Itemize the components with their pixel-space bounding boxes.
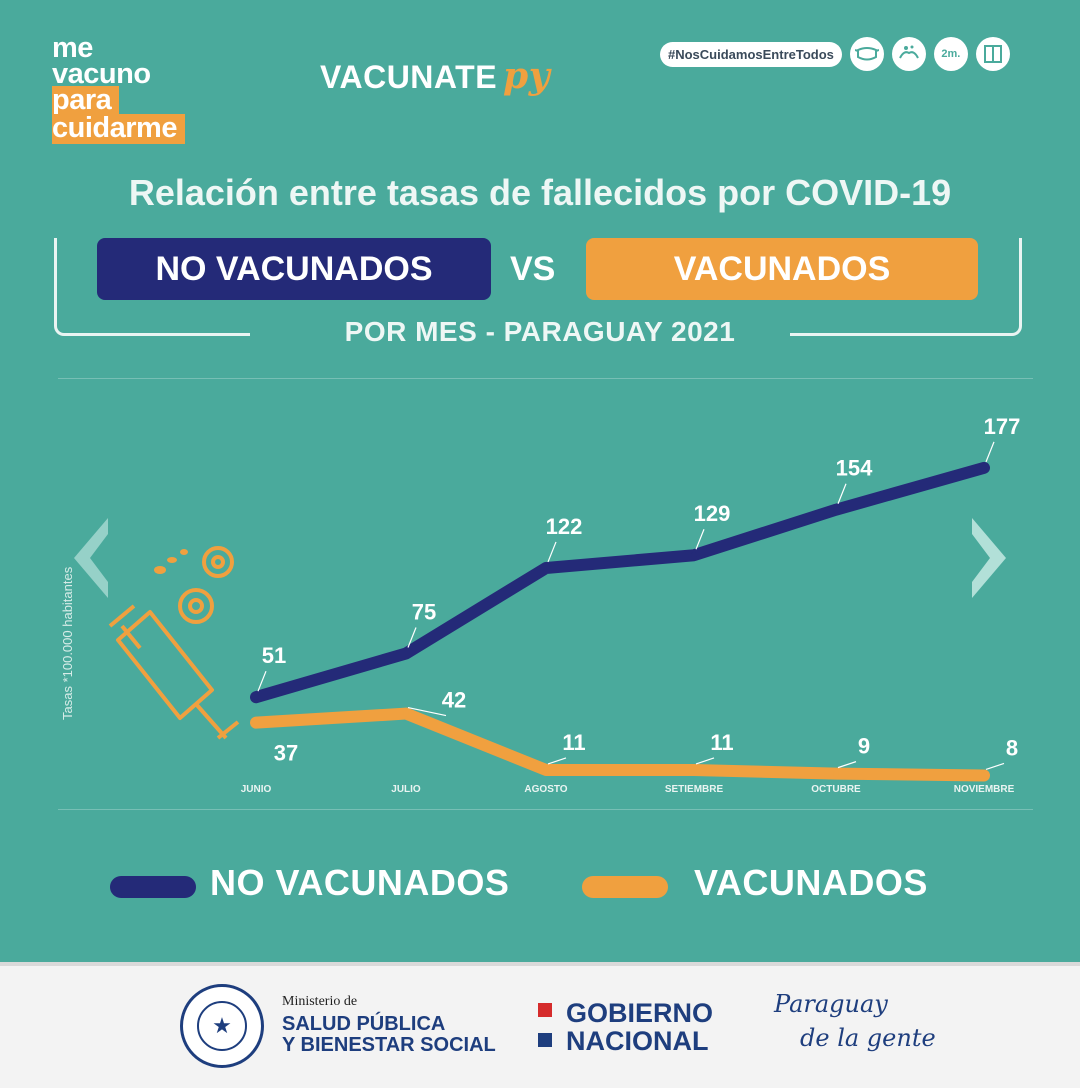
window-icon [975, 37, 1010, 71]
brand-line-1: me [52, 32, 93, 64]
republic-seal: ★ [180, 984, 264, 1068]
label-leader-line [985, 441, 995, 463]
brand-line-4: cuidarme [52, 114, 185, 144]
x-tick-label: JUNIO [241, 784, 272, 795]
gov-blue-square [538, 1033, 552, 1047]
gov-name-line1: GOBIERNO [566, 998, 714, 1028]
data-point [543, 564, 549, 571]
chart-panel [58, 378, 1033, 810]
data-point [981, 464, 987, 471]
gear-icon [178, 546, 234, 624]
label-leader-line [547, 757, 567, 765]
gov-name-line2: NACIONAL [566, 1026, 709, 1056]
data-point [691, 552, 697, 559]
no-vacunados-pill: NO VACUNADOS [97, 238, 491, 300]
next-arrow-icon[interactable] [972, 518, 1006, 598]
legend-swatch-no-vacunados [110, 876, 196, 898]
data-point [833, 506, 839, 513]
droplets-icon [154, 549, 188, 574]
ministry-name-line1: SALUD PÚBLICA [282, 1013, 446, 1035]
label-leader-line [547, 541, 557, 563]
series-line-no-vacunados [250, 461, 990, 704]
data-label: 129 [694, 501, 731, 526]
face-mask-icon [849, 37, 884, 71]
distance-icon: 2m. [933, 37, 968, 71]
legend-swatch-vacunados [582, 876, 668, 898]
label-leader-line [407, 627, 417, 648]
data-point [403, 710, 409, 717]
gov-red-square [538, 1003, 552, 1017]
hand-wash-icon [891, 37, 926, 71]
chart-title: Relación entre tasas de fallecidos por C… [128, 172, 952, 213]
campaign-name: VACUNATE [320, 59, 498, 95]
prev-arrow-icon[interactable] [74, 518, 108, 598]
vs-label: VS [510, 250, 556, 288]
data-label: 42 [442, 688, 466, 713]
data-label: 11 [562, 730, 585, 755]
syringe-icon [108, 604, 240, 740]
data-point [403, 650, 409, 657]
series-line-vacunados [250, 707, 990, 782]
data-point [253, 719, 259, 726]
label-leader-line [695, 757, 715, 765]
chart-subtitle: POR MES - PARAGUAY 2021 [344, 316, 736, 347]
data-label: 9 [858, 734, 870, 759]
label-leader-line [985, 762, 1005, 771]
vacunados-pill: VACUNADOS [586, 238, 978, 300]
ministry-name-line2: Y BIENESTAR SOCIAL [282, 1034, 496, 1056]
legend-label-vacunados: VACUNADOS [694, 862, 928, 903]
slogan-line1: Paraguay [774, 990, 888, 1018]
campaign-suffix: py [503, 55, 551, 97]
campaign-brand: me vacuno para cuidarme [52, 34, 232, 146]
label-leader-line [837, 761, 857, 769]
ministry-prefix: Ministerio de [282, 994, 358, 1009]
x-tick-label: AGOSTO [524, 784, 567, 795]
data-point [833, 770, 839, 777]
data-point [981, 772, 987, 779]
data-label: 122 [546, 514, 583, 539]
data-label: 51 [262, 643, 286, 668]
x-tick-label: SETIEMBRE [665, 784, 724, 795]
hashtag-bar: #NosCuidamosEntreTodos 2m. [660, 36, 1056, 72]
slogan-line2: de la gente [800, 1024, 936, 1052]
label-leader-line [407, 706, 447, 717]
data-point [253, 694, 259, 701]
x-tick-label: NOVIEMBRE [954, 784, 1015, 795]
label-leader-line [257, 670, 267, 692]
data-label: 8 [1006, 735, 1018, 760]
data-point [691, 766, 697, 773]
label-leader-line [837, 483, 847, 504]
chart-marks: JUNIO JULIO AGOSTO SETIEMBRE OCTUBRE NOVIEMBR… [241, 414, 1021, 795]
x-tick-label: OCTUBRE [811, 784, 861, 795]
data-label: 37 [274, 741, 298, 766]
campaign-logo: VACUNATE py [320, 55, 550, 97]
label-leader-line [695, 528, 705, 550]
brand-line-2: vacuno [52, 58, 151, 90]
star-icon: ★ [197, 1001, 247, 1051]
brand-line-3: para [52, 86, 120, 116]
data-label: 75 [412, 600, 436, 625]
data-label: 11 [710, 730, 733, 755]
data-point [543, 766, 549, 773]
legend: NO VACUNADOS VACUNADOS [0, 858, 1080, 918]
hashtag-label: #NosCuidamosEntreTodos [660, 41, 842, 67]
data-label: 177 [984, 414, 1021, 439]
x-tick-label: JULIO [391, 784, 421, 795]
bracket-gap [250, 322, 790, 342]
data-label: 154 [836, 456, 873, 481]
legend-label-no-vacunados: NO VACUNADOS [210, 862, 510, 903]
distance-label: 2m. [941, 48, 961, 60]
